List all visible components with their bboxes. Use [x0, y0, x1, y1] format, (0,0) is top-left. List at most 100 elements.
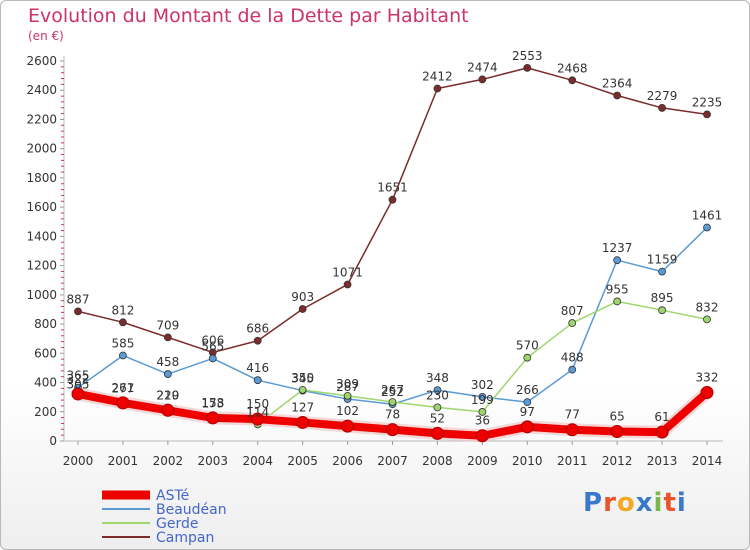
legend-label-beaudéan: Beaudéan — [156, 502, 227, 518]
x-tick-label: 2012 — [602, 454, 633, 468]
data-label: 287 — [336, 380, 359, 394]
data-point — [523, 63, 532, 72]
data-label: 65 — [610, 410, 625, 424]
series-line-campan — [77, 67, 708, 354]
data-label: 210 — [156, 388, 179, 402]
data-label: 458 — [156, 355, 179, 369]
data-point — [568, 76, 577, 85]
data-label: 199 — [471, 393, 494, 407]
data-label: 903 — [291, 290, 314, 304]
data-point — [523, 353, 532, 362]
data-point — [296, 415, 310, 429]
y-tick-label: 600 — [34, 346, 57, 360]
y-tick-label: 1000 — [26, 288, 57, 302]
data-point — [163, 370, 172, 378]
data-label: 261 — [111, 381, 134, 395]
y-tick-label: 0 — [49, 434, 57, 448]
data-point — [206, 411, 220, 425]
data-label: 1461 — [692, 208, 723, 222]
data-point — [163, 333, 172, 342]
data-point — [430, 426, 444, 440]
y-tick-label: 1200 — [26, 259, 57, 273]
data-label: 2468 — [557, 61, 588, 75]
data-point — [565, 423, 579, 437]
data-point — [658, 104, 666, 112]
logo-letter: r — [603, 488, 617, 518]
data-label: 709 — [156, 318, 179, 332]
data-label: 52 — [430, 411, 445, 425]
data-point — [343, 391, 352, 400]
data-point — [388, 195, 397, 204]
data-point — [253, 336, 262, 345]
y-tick-label: 400 — [34, 376, 57, 390]
data-point — [610, 425, 624, 438]
data-label: 1159 — [647, 253, 678, 267]
data-point — [478, 392, 487, 401]
data-label: 570 — [516, 339, 539, 353]
logo-letter: P — [583, 488, 604, 518]
data-label: 229 — [156, 389, 179, 403]
data-label: 895 — [651, 291, 674, 305]
data-point — [251, 412, 265, 426]
y-tick-label: 1800 — [26, 171, 57, 185]
data-label: 173 — [201, 397, 224, 411]
data-label: 585 — [111, 337, 134, 351]
data-point — [116, 396, 130, 410]
chart-title: Evolution du Montant de la Dette par Hab… — [28, 5, 469, 27]
data-point — [433, 84, 442, 93]
y-tick-label: 1600 — [26, 200, 57, 214]
x-tick-label: 2006 — [332, 454, 363, 468]
data-point — [700, 385, 714, 399]
data-point — [475, 429, 489, 443]
data-label: 832 — [696, 300, 719, 314]
data-point — [341, 419, 355, 433]
data-label: 955 — [606, 282, 629, 296]
data-point — [478, 75, 487, 84]
data-label: 2364 — [602, 76, 633, 90]
x-tick-label: 2011 — [557, 454, 588, 468]
data-label: 36 — [475, 414, 490, 428]
data-point — [298, 305, 307, 313]
data-point — [433, 403, 442, 412]
data-label: 305 — [67, 377, 90, 391]
x-tick-label: 2003 — [198, 454, 229, 468]
data-point — [613, 91, 622, 100]
data-label: 348 — [426, 371, 449, 385]
data-point — [253, 376, 262, 385]
data-label: 97 — [520, 405, 535, 419]
data-label: 302 — [471, 378, 494, 392]
y-tick-label: 200 — [34, 405, 57, 419]
chart-subtitle: (en €) — [28, 29, 64, 43]
x-tick-label: 2008 — [422, 454, 453, 468]
data-point — [386, 423, 399, 437]
data-label: 266 — [516, 383, 539, 397]
y-tick-label: 2400 — [26, 83, 57, 97]
data-point — [478, 408, 487, 416]
y-tick-label: 1400 — [26, 229, 57, 243]
data-label: 158 — [201, 396, 224, 410]
data-point — [613, 297, 622, 306]
data-label: 350 — [291, 371, 314, 385]
data-label: 2474 — [467, 60, 498, 74]
data-label: 1651 — [377, 181, 408, 195]
x-tick-label: 2010 — [512, 454, 543, 468]
legend-label-campan: Campan — [156, 530, 214, 546]
data-point — [161, 403, 175, 417]
x-tick-label: 2002 — [153, 454, 184, 468]
data-label: 332 — [696, 370, 719, 384]
x-tick-label: 2009 — [467, 454, 498, 468]
logo-letter: o — [616, 488, 636, 518]
y-tick-label: 2200 — [26, 112, 57, 126]
data-label: 686 — [246, 322, 269, 336]
data-label: 2412 — [422, 69, 453, 83]
data-label: 807 — [561, 304, 584, 318]
data-point — [568, 319, 577, 327]
legend-label-gerde: Gerde — [156, 516, 198, 532]
data-point — [208, 354, 217, 363]
data-point — [655, 425, 669, 439]
x-tick-label: 2000 — [63, 454, 94, 468]
data-point — [523, 398, 532, 407]
data-point — [658, 267, 666, 276]
data-label: 114 — [246, 405, 269, 419]
